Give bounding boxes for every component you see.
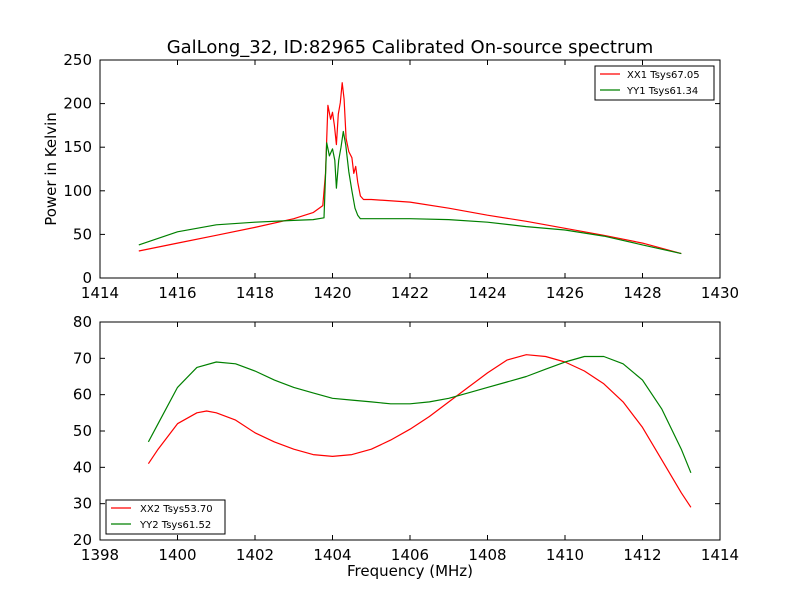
bottom-series-line-xx2 [147, 354, 692, 508]
figure-title: GalLong_32, ID:82965 Calibrated On-sourc… [167, 37, 654, 58]
top-legend-box [594, 65, 715, 101]
top-y-tick-label: 200 [63, 95, 92, 113]
bottom-y-tick-label: 70 [73, 349, 92, 367]
top-plot-legend: XX1 Tsys67.05 YY1 Tsys61.34 [594, 65, 715, 101]
top-y-tick-label: 0 [82, 269, 92, 287]
top-x-tick-label: 1424 [468, 284, 506, 302]
bottom-y-tick-label: 40 [73, 458, 92, 476]
top-series-line-yy1 [138, 130, 682, 255]
bottom-y-tick-label: 30 [73, 495, 92, 513]
bottom-plot: 1398 1400 1402 1404 1406 1408 1410 1412 1414 20 30… [73, 313, 739, 580]
top-plot: 1414 1416 1418 1420 1422 1424 1426 1428 1430 0 50 1… [42, 51, 739, 302]
top-x-tick-label: 1420 [313, 284, 351, 302]
top-y-tick-label: 150 [63, 138, 92, 156]
top-x-tick-label: 1414 [81, 284, 119, 302]
top-x-tick-label: 1418 [236, 284, 274, 302]
bottom-y-tick-label: 20 [73, 531, 92, 549]
top-y-tick-label: 250 [63, 51, 92, 69]
bottom-plot-x-label: Frequency (MHz) [347, 562, 473, 580]
bottom-y-tick-label: 50 [73, 422, 92, 440]
top-x-tick-label: 1426 [546, 284, 584, 302]
top-plot-y-label: Power in Kelvin [42, 112, 60, 226]
top-y-tick-label: 50 [73, 225, 92, 243]
bottom-y-tick-label: 60 [73, 386, 92, 404]
top-x-tick-label: 1416 [158, 284, 196, 302]
top-legend-label-xx1: XX1 Tsys67.05 [627, 70, 700, 81]
bottom-legend-box [105, 499, 226, 535]
top-legend-label-yy1: YY1 Tsys61.34 [626, 86, 698, 97]
bottom-x-tick-label: 1414 [701, 546, 739, 564]
top-x-tick-label: 1428 [623, 284, 661, 302]
bottom-plot-legend: XX2 Tsys53.70 YY2 Tsys61.52 [105, 499, 226, 535]
bottom-x-tick-label: 1408 [468, 546, 506, 564]
bottom-legend-label-xx2: XX2 Tsys53.70 [140, 504, 213, 515]
bottom-x-tick-label: 1404 [313, 546, 351, 564]
bottom-legend-label-yy2: YY2 Tsys61.52 [139, 520, 211, 531]
bottom-x-tick-label: 1402 [236, 546, 274, 564]
top-y-tick-label: 100 [63, 182, 92, 200]
bottom-x-tick-label: 1398 [81, 546, 119, 564]
bottom-x-tick-label: 1406 [391, 546, 429, 564]
bottom-x-tick-label: 1410 [546, 546, 584, 564]
bottom-series-line-yy2 [147, 355, 692, 474]
top-x-tick-label: 1422 [391, 284, 429, 302]
bottom-x-tick-label: 1412 [623, 546, 661, 564]
bottom-x-tick-label: 1400 [158, 546, 196, 564]
top-x-tick-label: 1430 [701, 284, 739, 302]
bottom-y-tick-label: 80 [73, 313, 92, 331]
top-series-line-xx1 [138, 82, 682, 255]
